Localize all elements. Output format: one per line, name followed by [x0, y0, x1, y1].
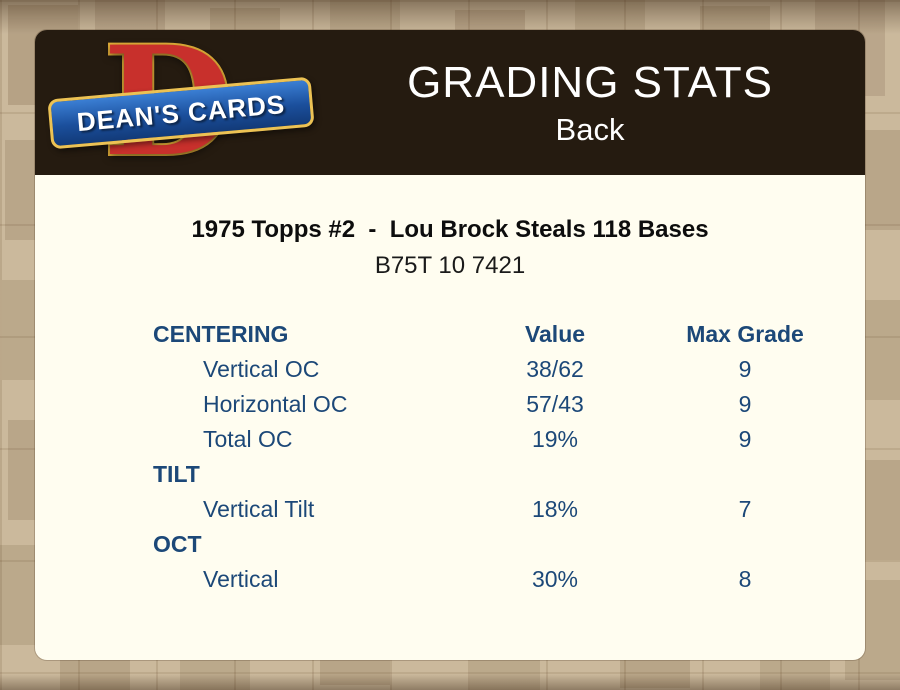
- header-bar: D DEAN'S CARDS GRADING STATS Back: [35, 30, 865, 187]
- section-label-tilt: TILT: [153, 461, 200, 487]
- stat-label-vertical-tilt: Vertical Tilt: [203, 496, 315, 522]
- stat-max-grade-vertical-oc: 9: [738, 356, 752, 382]
- stat-value-oct-vertical: 30%: [531, 566, 579, 592]
- stat-value-vertical-tilt: 18%: [531, 496, 579, 522]
- stat-value-total-oc: 19%: [531, 426, 579, 452]
- stat-max-grade-horizontal-oc: 9: [738, 391, 752, 417]
- page-title: GRADING STATS: [407, 57, 773, 107]
- stat-value-horizontal-oc: 57/43: [526, 391, 584, 417]
- stat-label-vertical-oc: Vertical OC: [203, 356, 320, 382]
- logo-text: DEAN'S CARDS: [75, 88, 287, 137]
- card-code: B75T 10 7421: [374, 252, 526, 279]
- grading-panel: D DEAN'S CARDS GRADING STATS Back 1975 T…: [35, 30, 865, 660]
- deans-cards-logo: D DEAN'S CARDS: [47, 30, 315, 187]
- card-title: 1975 Topps #2 - Lou Brock Steals 118 Bas…: [191, 216, 709, 243]
- column-header-value: Value: [524, 321, 586, 347]
- content-area: 1975 Topps #2 - Lou Brock Steals 118 Bas…: [35, 175, 865, 660]
- grading-stats-table: CENTERING Value Max Grade Vertical OC 38…: [153, 317, 865, 597]
- stat-max-grade-oct-vertical: 8: [738, 566, 752, 592]
- section-label-centering: CENTERING: [153, 321, 289, 347]
- stat-value-vertical-oc: 38/62: [526, 356, 584, 382]
- stat-label-total-oc: Total OC: [203, 426, 293, 452]
- stat-max-grade-vertical-tilt: 7: [738, 496, 752, 522]
- header-titles: GRADING STATS Back: [315, 30, 865, 175]
- column-header-max-grade: Max Grade: [686, 321, 804, 347]
- stat-label-oct-vertical: Vertical: [203, 566, 279, 592]
- stat-max-grade-total-oc: 9: [738, 426, 752, 452]
- stat-label-horizontal-oc: Horizontal OC: [203, 391, 348, 417]
- section-label-oct: OCT: [153, 531, 202, 557]
- page-subtitle: Back: [555, 112, 625, 148]
